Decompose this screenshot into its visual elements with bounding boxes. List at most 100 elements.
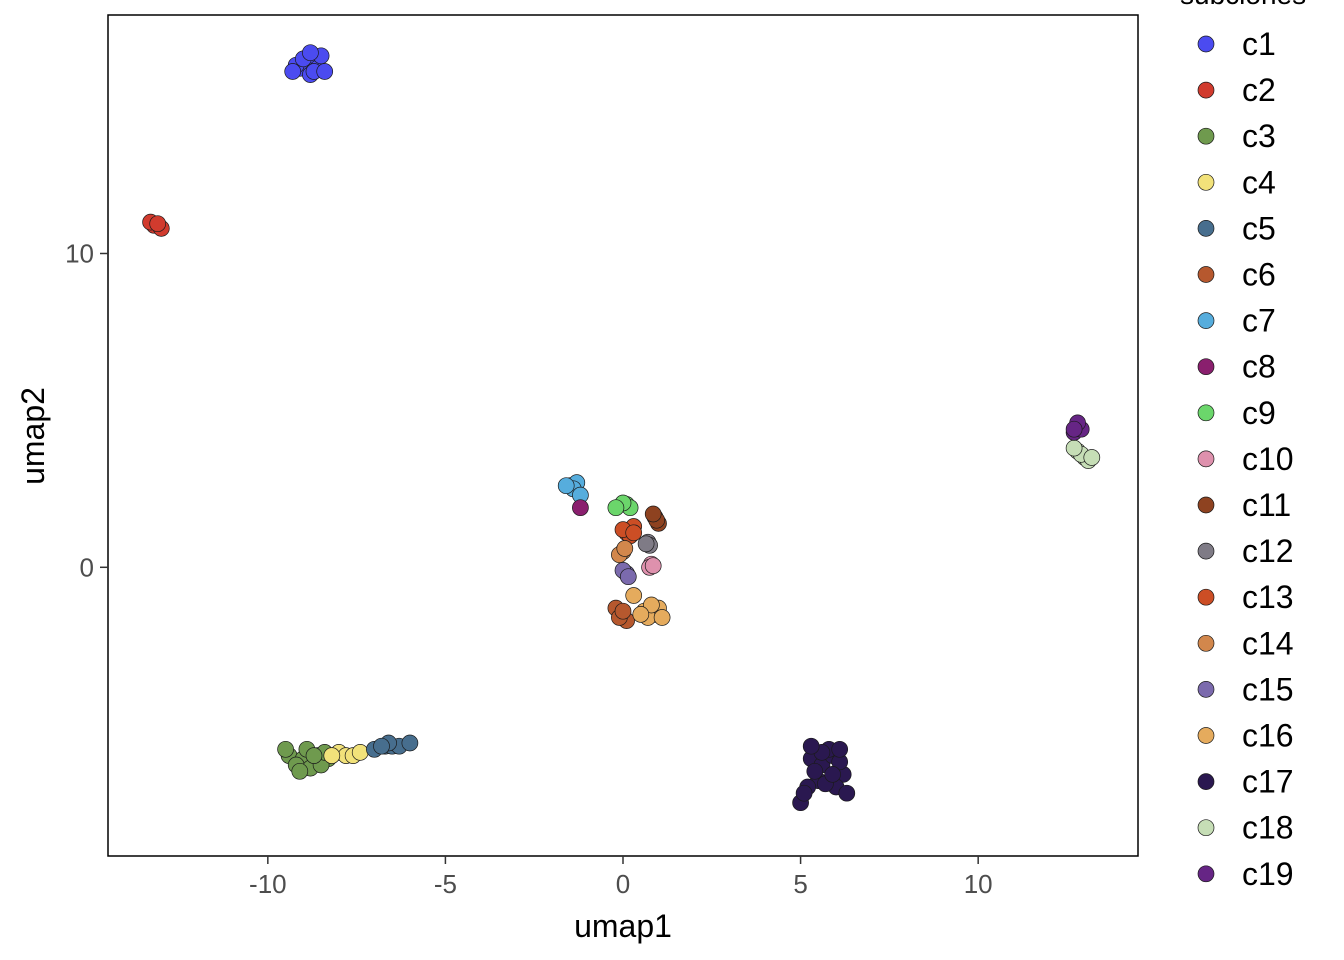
- legend-item-c8: c8: [1197, 349, 1276, 385]
- legend-item-c16: c16: [1197, 718, 1294, 754]
- point-c17-17: [831, 740, 849, 758]
- point-c13-4: [625, 524, 643, 542]
- legend-swatch-c7: [1197, 312, 1215, 329]
- point-c1-10: [302, 44, 319, 62]
- legend-label-c15: c15: [1242, 671, 1294, 707]
- point-c3-11: [305, 747, 323, 764]
- legend-item-c18: c18: [1197, 810, 1294, 846]
- point-c1-9: [316, 63, 334, 80]
- legend-swatch-c12: [1197, 542, 1215, 560]
- legend-item-c1: c1: [1197, 26, 1276, 62]
- legend-item-c15: c15: [1197, 671, 1294, 707]
- point-c17-9: [806, 762, 824, 780]
- legend-swatch-c19: [1197, 865, 1215, 883]
- legend-label-c8: c8: [1242, 349, 1276, 385]
- legend-swatch-c8: [1197, 358, 1215, 376]
- point-c9-3: [607, 499, 625, 517]
- legend-label-c14: c14: [1242, 625, 1294, 661]
- point-c16-5: [653, 609, 671, 626]
- x-axis-title: umap1: [574, 908, 672, 944]
- legend: c1 c2 c3 c4 c5 c6 c7 c8 c9 c10 c11 c12 c13 c14 c15 c16 c…: [1197, 26, 1294, 892]
- point-c6-4: [614, 602, 632, 620]
- legend-swatch-c15: [1197, 681, 1215, 698]
- y-tick-label: 10: [65, 238, 94, 268]
- point-c14-2: [616, 540, 634, 557]
- point-c2-3: [149, 215, 167, 233]
- point-c5-4: [401, 734, 419, 752]
- point-c7-4: [557, 477, 575, 495]
- point-c4-3: [351, 744, 369, 761]
- legend-swatch-c11: [1197, 496, 1215, 514]
- legend-item-c9: c9: [1197, 395, 1276, 431]
- legend-swatch-c3: [1197, 127, 1215, 145]
- plot-panel-border: [107, 14, 1139, 857]
- point-c17-13: [838, 784, 856, 802]
- legend-label-c13: c13: [1242, 579, 1294, 615]
- legend-label-c1: c1: [1242, 26, 1276, 62]
- legend-swatch-c13: [1197, 588, 1215, 606]
- points-layer: [142, 44, 1101, 812]
- legend-label-c18: c18: [1242, 810, 1294, 846]
- y-axis-title: umap2: [15, 387, 51, 485]
- legend-label-c6: c6: [1242, 257, 1276, 293]
- legend-label-c16: c16: [1242, 718, 1294, 754]
- legend-item-c7: c7: [1197, 303, 1276, 339]
- legend-item-c2: c2: [1197, 72, 1276, 108]
- point-c12-2: [637, 535, 655, 553]
- legend-title: subclones: [1180, 0, 1306, 10]
- legend-item-c14: c14: [1197, 625, 1294, 661]
- point-c8-0: [572, 499, 589, 517]
- point-c18-5: [1083, 449, 1101, 466]
- legend-swatch-c10: [1197, 450, 1215, 468]
- legend-label-c7: c7: [1242, 303, 1276, 339]
- point-c1-11: [284, 63, 302, 80]
- legend-swatch-c14: [1197, 634, 1215, 652]
- point-c18-4: [1065, 439, 1083, 457]
- point-c4-4: [323, 747, 341, 764]
- legend-item-c17: c17: [1197, 764, 1294, 800]
- point-c10-2: [644, 557, 662, 575]
- legend-item-c12: c12: [1197, 533, 1294, 569]
- legend-item-c10: c10: [1197, 441, 1294, 477]
- legend-label-c3: c3: [1242, 118, 1276, 154]
- point-c3-7: [277, 740, 294, 758]
- legend-item-c19: c19: [1197, 856, 1294, 892]
- legend-swatch-c17: [1197, 773, 1215, 790]
- legend-swatch-c4: [1197, 173, 1215, 191]
- legend-swatch-c9: [1197, 404, 1215, 422]
- legend-label-c17: c17: [1242, 764, 1294, 800]
- legend-swatch-c16: [1197, 727, 1215, 744]
- legend-swatch-c2: [1197, 81, 1215, 99]
- point-c15-2: [619, 568, 637, 586]
- point-c19-4: [1065, 420, 1083, 438]
- legend-swatch-c6: [1197, 266, 1215, 283]
- legend-label-c11: c11: [1242, 487, 1291, 523]
- legend-swatch-c18: [1197, 819, 1215, 837]
- x-tick-label: -10: [249, 869, 287, 899]
- x-tick-label: 10: [964, 869, 993, 899]
- x-tick-label: 5: [793, 869, 807, 899]
- legend-label-c19: c19: [1242, 856, 1294, 892]
- x-tick-label: 0: [616, 869, 630, 899]
- legend-swatch-c5: [1197, 220, 1215, 237]
- point-c5-6: [373, 737, 390, 755]
- legend-label-c2: c2: [1242, 72, 1276, 108]
- legend-label-c4: c4: [1242, 164, 1276, 200]
- y-tick-label: 0: [80, 552, 94, 582]
- point-c17-16: [802, 737, 820, 755]
- legend-item-c3: c3: [1197, 118, 1276, 154]
- point-c16-7: [625, 587, 643, 604]
- point-c11-3: [644, 505, 662, 523]
- legend-item-c13: c13: [1197, 579, 1294, 615]
- legend-item-c11: c11: [1197, 487, 1291, 523]
- legend-label-c5: c5: [1242, 210, 1276, 246]
- legend-label-c12: c12: [1242, 533, 1294, 569]
- legend-label-c10: c10: [1242, 441, 1294, 477]
- point-c16-6: [632, 606, 650, 623]
- point-c16-4: [643, 596, 660, 614]
- point-c17-12: [795, 784, 813, 802]
- legend-swatch-c1: [1197, 35, 1215, 53]
- axes-layer: -10 -5 0 5 10 0 10: [65, 238, 993, 899]
- legend-label-c9: c9: [1242, 395, 1276, 431]
